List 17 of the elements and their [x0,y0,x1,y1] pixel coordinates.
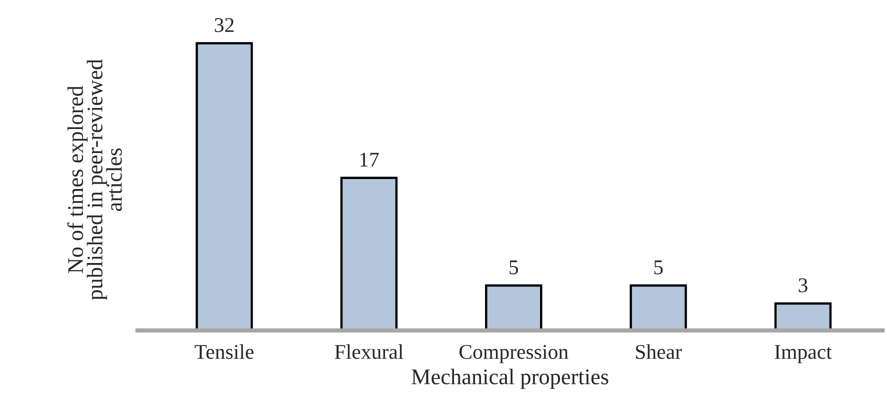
data-label: 32 [214,18,234,32]
x-tick-label: Tensile [194,344,254,359]
bar [196,42,253,330]
bar [485,284,542,330]
x-axis-title: Mechanical properties [412,368,608,389]
data-label: 3 [798,278,808,292]
x-tick-label: Flexural [334,344,404,359]
bar [340,176,398,330]
x-tick-label: Shear [636,344,682,359]
data-label: 5 [654,260,663,274]
data-label: 17 [360,152,379,166]
bar [630,284,687,330]
y-axis-title: No of times explored published in peer-reviewed articles [67,59,122,300]
bar [774,302,832,330]
data-label: 5 [510,260,518,274]
x-tick-label: Compression [460,344,568,364]
x-tick-label: Impact [774,345,832,364]
